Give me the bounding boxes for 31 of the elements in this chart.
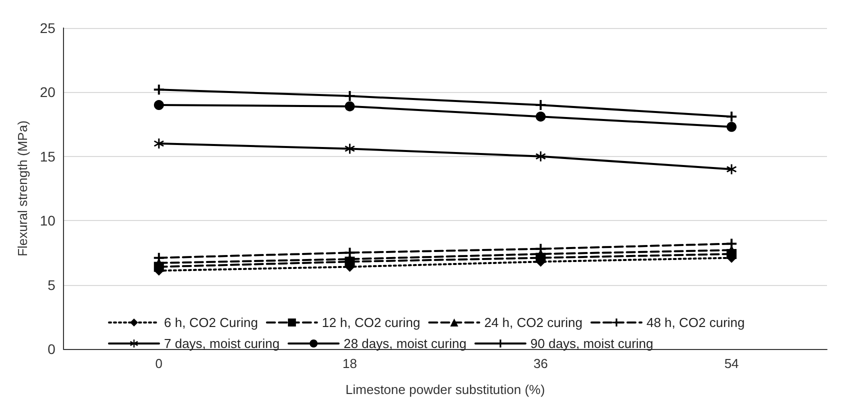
- y-tick-label: 10: [40, 212, 56, 229]
- legend-label: 7 days, moist curing: [164, 336, 280, 351]
- point: [536, 100, 546, 110]
- legend-label: 90 days, moist curing: [530, 336, 654, 351]
- point: [344, 144, 355, 154]
- y-tick-label: 0: [48, 341, 56, 357]
- point: [344, 91, 355, 102]
- point: [726, 122, 737, 132]
- point: [536, 151, 546, 162]
- x-tick-label: 0: [155, 356, 163, 371]
- y-tick-label: 25: [40, 20, 56, 36]
- x-axis-title: Limestone powder substitution (%): [346, 382, 545, 397]
- x-tick-label: 18: [342, 356, 358, 371]
- y-tick-label: 20: [40, 84, 56, 100]
- y-tick-label: 15: [40, 148, 56, 164]
- point: [154, 100, 164, 110]
- y-axis-title: Flexural strength (MPa): [15, 120, 30, 256]
- legend-label: 6 h, CO2 Curing: [164, 315, 258, 330]
- point: [726, 112, 737, 122]
- point: [536, 112, 546, 122]
- y-tick-label: 5: [48, 276, 56, 293]
- legend-label: 24 h, CO2 curing: [484, 315, 582, 330]
- legend-label: 28 days, moist curing: [344, 336, 466, 351]
- point: [344, 101, 355, 112]
- legend-label: 48 h, CO2 curing: [646, 315, 745, 330]
- point: [154, 138, 164, 149]
- point: [154, 84, 164, 95]
- legend-label: 12 h, CO2 curing: [322, 315, 420, 330]
- x-tick-label: 36: [533, 356, 548, 371]
- point: [726, 164, 737, 174]
- x-tick-label: 54: [724, 356, 739, 371]
